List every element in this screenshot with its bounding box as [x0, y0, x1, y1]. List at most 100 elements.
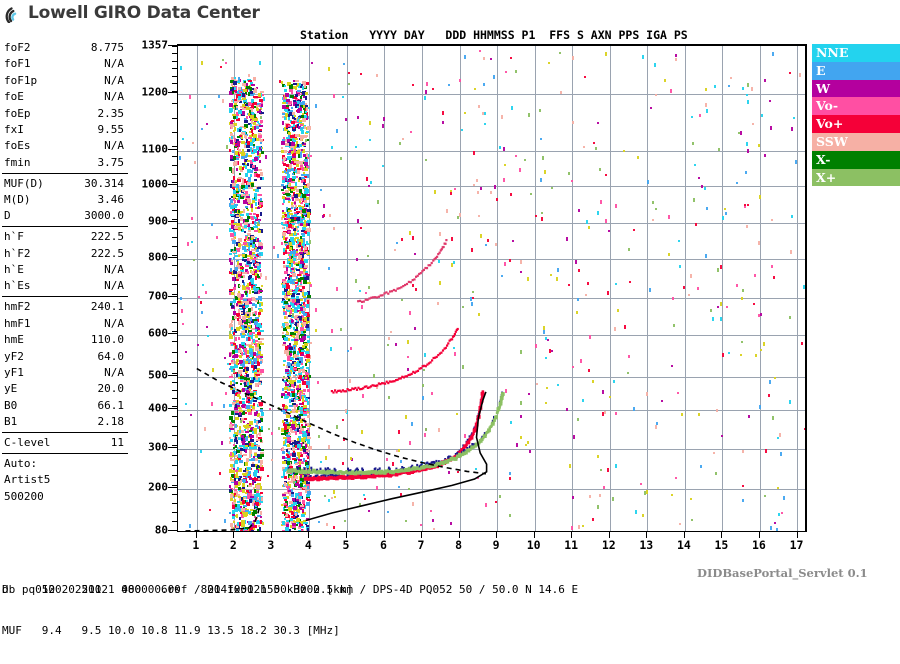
x-axis-label: 2 [230, 538, 237, 552]
x-axis-label: 13 [639, 538, 653, 552]
x-axis-label: 9 [493, 538, 500, 552]
y-tick-major [168, 184, 177, 185]
y-axis-label: 1200 [142, 86, 169, 99]
y-tick-major [168, 296, 177, 297]
y-axis-label: 400 [148, 402, 168, 415]
x-axis-label: 11 [564, 538, 578, 552]
autoscale-line-0: Auto: [4, 456, 128, 472]
param-key: yF2 [2, 349, 24, 365]
y-axis-label: 200 [148, 481, 168, 494]
legend-item-nne[interactable]: NNE [812, 44, 900, 62]
plot-right-border [806, 44, 807, 532]
x-axis-label: 3 [267, 538, 274, 552]
scale-line-muf: MUF 9.4 9.5 10.0 10.8 11.9 13.5 18.2 30.… [2, 624, 353, 638]
legend-item-ssw[interactable]: SSW [812, 133, 900, 151]
y-tick-major [168, 375, 177, 376]
y-tick-major [168, 333, 177, 334]
y-axis-label: 600 [148, 327, 168, 340]
x-axis-label: 15 [714, 538, 728, 552]
plot-gridlines [178, 46, 805, 531]
param-divider-2 [2, 226, 128, 227]
autoscale-line-1: Artist5 [4, 472, 128, 488]
param-key: foF1 [2, 56, 31, 72]
x-axis-label: 14 [677, 538, 691, 552]
param-key: yF1 [2, 365, 24, 381]
param-key: C-level [2, 435, 50, 451]
param-divider-5 [2, 453, 128, 454]
y-tick-major [168, 45, 177, 46]
ionogram-plot-area[interactable] [177, 44, 806, 532]
param-divider-4 [2, 432, 128, 433]
y-axis-label: 700 [148, 290, 168, 303]
legend-item-vo[interactable]: Vo- [812, 97, 900, 115]
series-2f2-multiple-hop-o-trace [331, 328, 459, 394]
y-tick-major [168, 257, 177, 258]
param-key: foEs [2, 138, 31, 154]
param-key: foF2 [2, 40, 31, 56]
y-tick-major [168, 408, 177, 409]
y-tick-major [168, 221, 177, 222]
giro-logo: Lowell GIRO Data Center [4, 3, 260, 23]
y-axis-label: 500 [148, 369, 168, 382]
param-key: h`F [2, 229, 24, 245]
x-axis-label: 12 [602, 538, 616, 552]
x-axis-label: 4 [305, 538, 312, 552]
series-3f2-multiple-hop-o-trace [357, 239, 447, 303]
y-tick-major [168, 92, 177, 93]
x-axis-label: 8 [455, 538, 462, 552]
x-axis-label: 16 [752, 538, 766, 552]
param-key: B0 [2, 398, 17, 414]
y-tick-major [168, 487, 177, 488]
y-tick-major [168, 149, 177, 150]
y-tick-major [168, 530, 177, 531]
param-key: foE [2, 89, 24, 105]
param-key: hmF1 [2, 316, 31, 332]
ionogram-canvas [178, 46, 805, 531]
y-axis-label: 900 [148, 215, 168, 228]
param-divider-3 [2, 296, 128, 297]
legend-item-w[interactable]: W [812, 80, 900, 98]
ionogram-page: Lowell GIRO Data Center Station YYYY DAY… [0, 0, 900, 600]
param-key: h`F2 [2, 246, 31, 262]
param-key: fxI [2, 122, 24, 138]
logo-text: Lowell GIRO Data Center [28, 3, 260, 23]
wifi-arc-icon [4, 3, 26, 23]
param-key: foF1p [2, 73, 37, 89]
param-row-muf-d-: MUF(D)30.314 [2, 176, 128, 192]
y-axis-label: 1000 [142, 178, 169, 191]
legend-item-x[interactable]: X+ [812, 169, 900, 187]
station-header-line1: Station YYYY DAY DDD HHMMSS P1 FFS S AXN… [300, 29, 688, 42]
param-key: D [2, 208, 11, 224]
legend-item-vo[interactable]: Vo+ [812, 115, 900, 133]
y-axis-label: 1100 [142, 143, 169, 156]
x-axis-label: 5 [343, 538, 350, 552]
param-key: hmE [2, 332, 24, 348]
param-row-m-d-: M(D)3.46 [2, 192, 128, 208]
param-key: M(D) [2, 192, 31, 208]
param-key: hmF2 [2, 299, 31, 315]
legend-item-x[interactable]: X- [812, 151, 900, 169]
legend-item-e[interactable]: E [812, 62, 900, 80]
